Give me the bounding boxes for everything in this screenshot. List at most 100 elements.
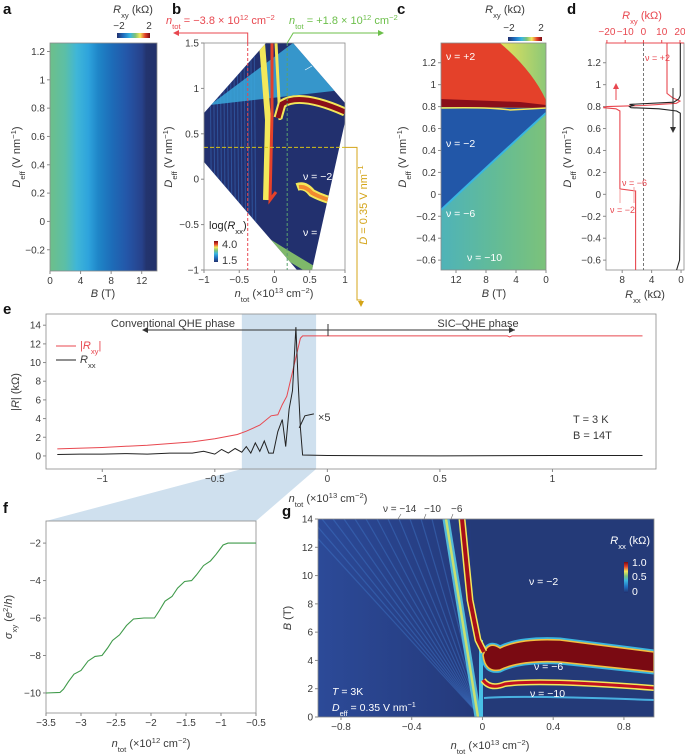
- colorbar-tick-g: 1.0: [632, 557, 647, 569]
- annotation-nu: ν = −2: [446, 138, 475, 150]
- annotation-deff-g-part: −1: [407, 700, 415, 709]
- heatmap-band-core: [275, 97, 345, 119]
- plot-frame-e: [45, 313, 657, 470]
- axis-label-x-g: ntot (×1013 cm−2): [451, 738, 530, 755]
- axis-label-y-d-part: ): [562, 126, 574, 130]
- y-tick-label: 2: [35, 433, 41, 444]
- x-tick-label: −1: [215, 718, 227, 729]
- axis-label-y-c-part: eff: [404, 170, 413, 179]
- axis-label-x-f-part: n: [112, 738, 118, 750]
- annotation-deff-g-part: D: [332, 702, 340, 714]
- x-tick-label: −1: [198, 275, 210, 286]
- axis-label-y-d-part: (V nm: [562, 139, 574, 171]
- heatmap-line-charge-neutral: [460, 519, 486, 653]
- colorbar-tick-a: −2: [113, 21, 125, 32]
- top-tick-label: −10: [617, 27, 634, 38]
- y-tick-label: 1.2: [422, 58, 436, 69]
- axis-label-x-b: ntot (×1013 cm−2): [235, 286, 314, 304]
- x-tick-label: 4: [649, 275, 655, 286]
- heatmap-band-nu-minus10-core: [444, 519, 480, 717]
- y-tick-label: 14: [302, 515, 314, 526]
- annotation-nu: ν = +2: [645, 53, 670, 63]
- axis-label-x-f: ntot (×1012 cm−2): [112, 736, 191, 754]
- axis-label-y-b-part: −1: [161, 130, 170, 139]
- y-tick-label: 0.8: [422, 102, 436, 113]
- annotation-temp: T = 3 K: [573, 414, 609, 426]
- heatmap-fan-line: [354, 519, 482, 717]
- annotation-nu: ν = +2: [315, 61, 344, 73]
- annotation-nu: ν = −2: [529, 576, 558, 588]
- y-tick-label: 1: [430, 80, 436, 91]
- y-tick-label: −0.6: [416, 256, 436, 267]
- heatmap-region-top: [500, 43, 546, 100]
- y-tick-label: 6: [307, 628, 313, 639]
- heatmap-line-low: [483, 695, 654, 701]
- colorbar-tick-b: 1.5: [222, 255, 237, 267]
- label-d-cut-part: D: [358, 237, 370, 245]
- y-tick-label: 6: [35, 395, 41, 406]
- axis-label-x-g-part: ): [526, 740, 530, 752]
- y-tick-label: 1: [595, 80, 601, 91]
- heatmap-c: [441, 43, 546, 270]
- heatmap-region-left: [318, 519, 481, 717]
- top-tick-label: 10: [656, 27, 668, 38]
- axis-label-x-g-part: (×10: [465, 740, 490, 752]
- x-tick-label: 0.5: [303, 275, 317, 286]
- heatmap-fan-line: [332, 519, 482, 717]
- axis-label-x-b-part: tot: [241, 295, 250, 304]
- plot-frame-c: [440, 42, 547, 271]
- legend-label-rxy-part: R: [83, 340, 91, 352]
- arrow-ntot-neg: [173, 30, 249, 43]
- x-tick-label: 12: [450, 275, 462, 286]
- panel-label-d: d: [567, 1, 576, 18]
- axis-label-bottom-d-part: R: [625, 289, 633, 301]
- x-tick-label: −0.8: [331, 722, 351, 733]
- axis-label-y-c: Deff (V nm−1): [395, 126, 413, 187]
- label-ntot-neg: ntot = −3.8 × 1012 cm−2: [166, 13, 275, 31]
- heatmap-fan-line: [365, 519, 482, 717]
- heatmap-band-nu-minus6: [482, 638, 654, 673]
- y-tick-label: −0.4: [416, 234, 436, 245]
- heatmap-fan-line: [321, 519, 482, 717]
- heatmap-fan-line: [318, 537, 482, 717]
- colorbar-title-c-part: R: [485, 4, 493, 16]
- colorbar-title-b-part: ): [243, 220, 247, 232]
- rxx-curve-d: [628, 43, 681, 271]
- colorbar-a: [117, 33, 150, 38]
- annotation-nu: ν = −6: [534, 661, 563, 673]
- y-tick-label: 0.6: [31, 132, 45, 143]
- y-tick-label: 0: [307, 713, 313, 724]
- y-tick-label: 0: [193, 175, 199, 186]
- panel-label-g: g: [282, 503, 291, 520]
- axis-label-y-b-part: eff: [170, 170, 179, 179]
- annotation-deff-g: Deff = 0.35 V nm−1: [332, 700, 416, 718]
- colorbar-title-b: log(Rxx): [209, 220, 247, 236]
- top-tick-label: 20: [674, 27, 685, 38]
- axis-label-y-g-part: (T): [282, 606, 294, 623]
- x-tick-label: 0: [480, 722, 486, 733]
- label-ntot-pos-part: 12: [363, 13, 372, 22]
- axis-label-y-e-part: |: [10, 408, 22, 411]
- axis-label-x-c: B (T): [482, 288, 506, 300]
- label-d-cut: D = 0.35 V nm−1: [356, 165, 371, 244]
- y-tick-label: 2: [307, 684, 313, 695]
- y-tick-label: 1: [39, 75, 45, 86]
- heatmap-boundary: [441, 107, 546, 111]
- axis-label-y-a-part: D: [11, 180, 23, 188]
- x-tick-label: −2: [145, 718, 157, 729]
- annotation-nu: ν = −2: [610, 205, 635, 215]
- legend-label-rxx: Rxx: [80, 354, 96, 370]
- top-tick-label: −20: [598, 27, 615, 38]
- axis-label-y-f: σxy (e2/h): [1, 595, 19, 639]
- axis-label-x-e-part: cm: [337, 493, 355, 505]
- axis-label-x-e-part: ): [364, 493, 368, 505]
- colorbar-title-a-part: (kΩ): [129, 4, 153, 16]
- colorbar-tick-b: 4.0: [222, 239, 237, 251]
- annotation-conventional: Conventional QHE phase: [111, 318, 235, 330]
- axis-label-top-d-part: (kΩ): [638, 10, 662, 22]
- axis-label-y-d-part: D: [562, 180, 574, 188]
- arrow-d-cut: [345, 146, 364, 307]
- x-tick-label: −2.5: [106, 718, 126, 729]
- axis-label-y-a-part: ): [11, 126, 23, 130]
- axis-label-x-e-part: −2: [355, 491, 364, 500]
